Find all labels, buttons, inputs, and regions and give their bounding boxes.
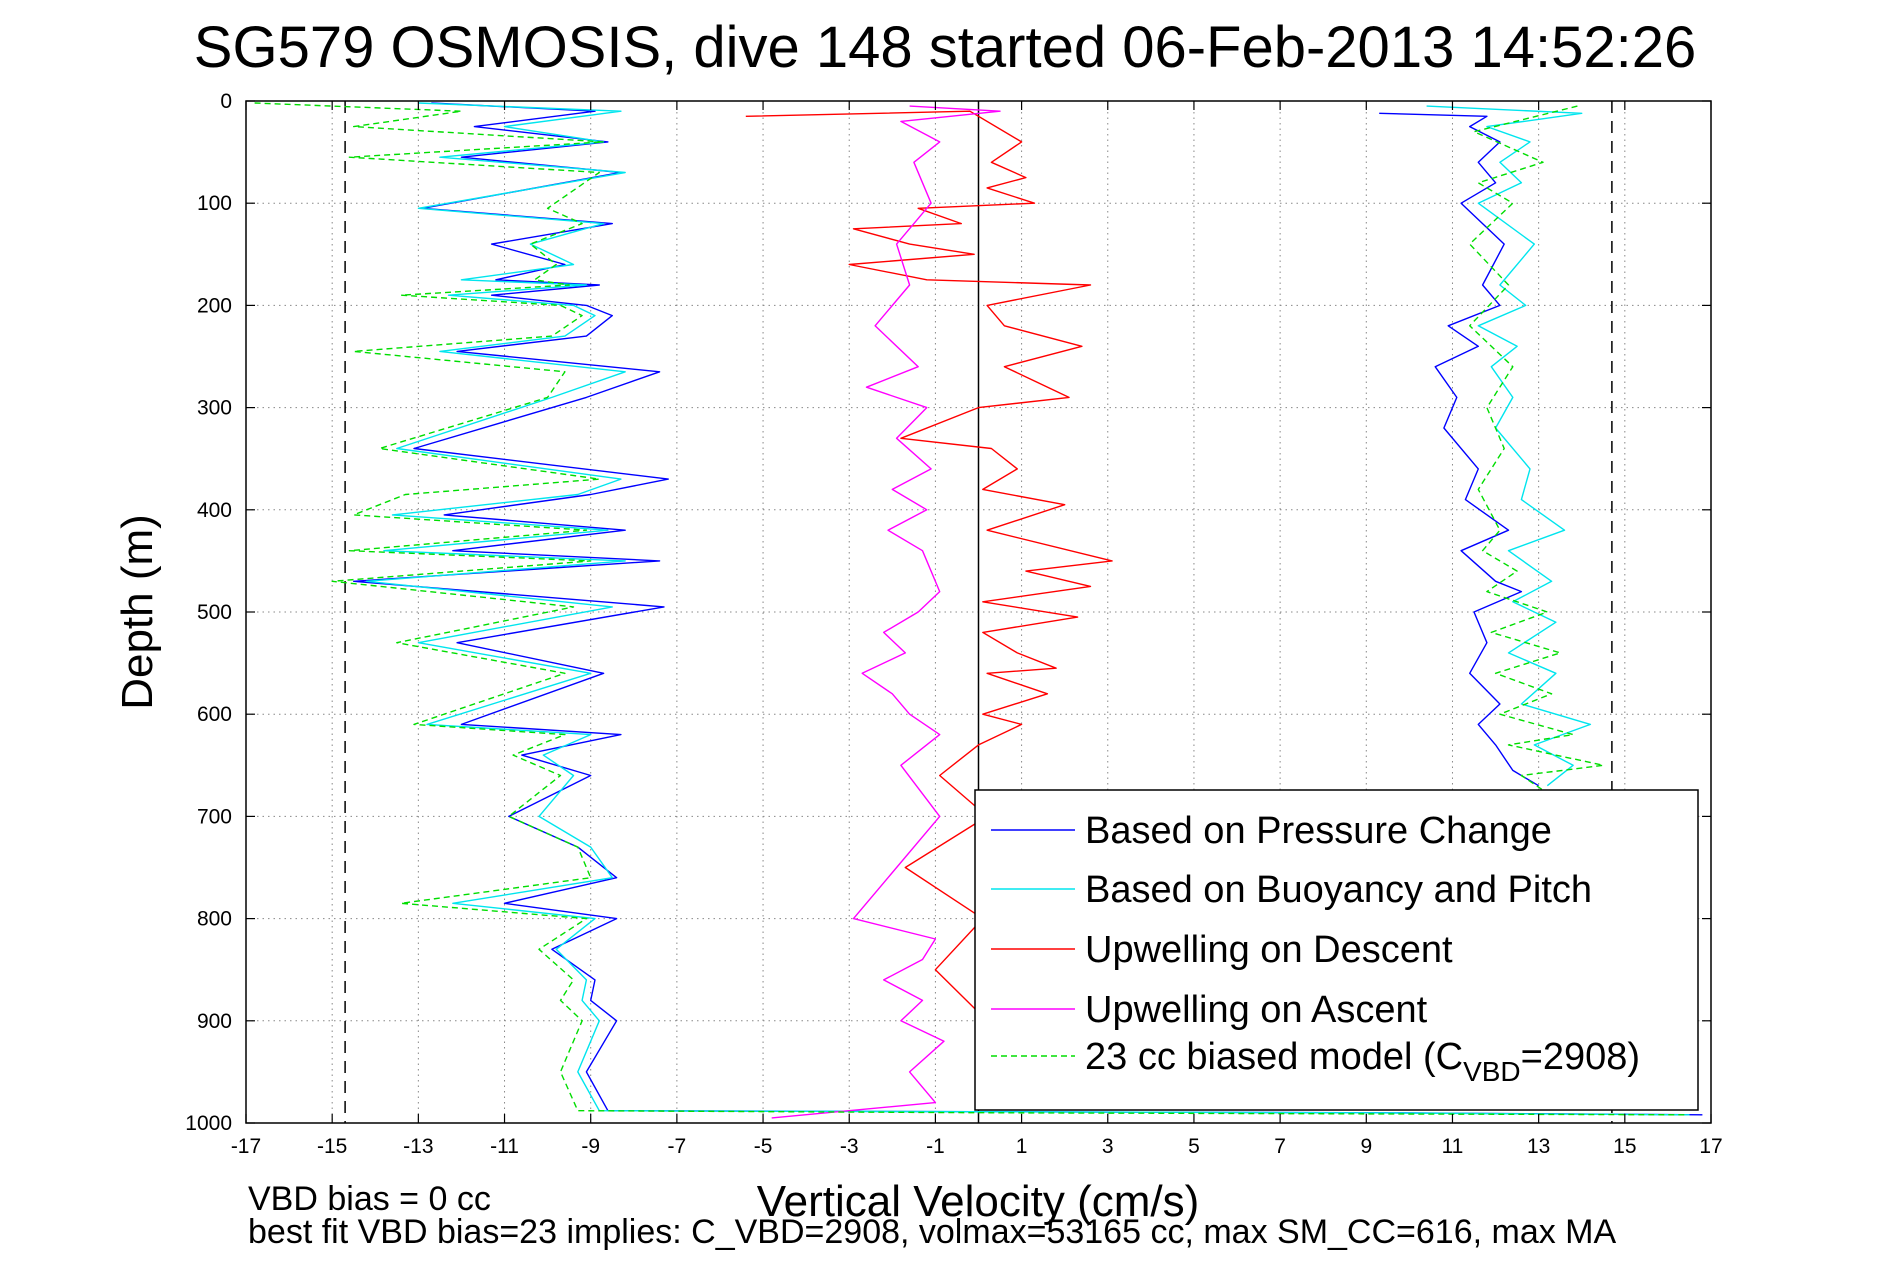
x-tick-label: 1 — [1016, 1135, 1028, 1158]
plot-region — [254, 102, 1703, 1119]
x-tick-label: 7 — [1274, 1135, 1286, 1158]
y-tick-label: 400 — [197, 499, 232, 522]
footer-line-2: best fit VBD bias=23 implies: C_VBD=2908… — [248, 1213, 1617, 1251]
series-line-based-on-pressure-change — [352, 102, 1703, 1116]
series-line-based-on-buoyancy-and-pitch — [1426, 105, 1592, 787]
footer-line-1: VBD bias = 0 cc — [248, 1180, 491, 1218]
x-tick-label: -13 — [403, 1135, 433, 1158]
legend-box — [974, 789, 1699, 1111]
y-tick-label: 100 — [197, 192, 232, 215]
y-axis: 0 100 200 300 400 500 600 700 800 900 1000 — [185, 90, 1711, 1135]
chart-title: SG579 OSMOSIS, dive 148 started 06-Feb-2… — [194, 15, 1696, 80]
x-tick-label: 5 — [1188, 1135, 1200, 1158]
x-tick-label: -1 — [926, 1135, 945, 1158]
x-tick-label: -15 — [317, 1135, 347, 1158]
y-tick-label: 800 — [197, 908, 232, 931]
series-line-23-cc-biased-model-c-vbd-2908 — [1468, 105, 1605, 797]
y-tick-label: 0 — [220, 90, 232, 113]
x-tick-label: 11 — [1442, 1135, 1464, 1158]
x-tick-label: -17 — [231, 1135, 261, 1158]
x-tick-label: 9 — [1360, 1135, 1372, 1158]
x-axis: -17 -15 -13 -11 -9 -7 -5 -3 -1 1 3 5 7 9 11 13 15 17 — [231, 101, 1723, 1158]
x-tick-label: -3 — [840, 1135, 859, 1158]
legend-label: 23 cc biased model (CVBD=2908) — [1085, 1036, 1640, 1087]
x-tick-label: 3 — [1102, 1135, 1114, 1158]
x-tick-label: -9 — [581, 1135, 600, 1158]
series-line-23-cc-biased-model-c-vbd-2908 — [254, 102, 1686, 1116]
x-tick-label: -5 — [754, 1135, 773, 1158]
y-tick-label: 300 — [197, 397, 232, 420]
y-axis-label: Depth (m) — [113, 514, 162, 710]
series-line-upwelling-on-ascent — [771, 105, 1001, 1119]
legend-label: Upwelling on Ascent — [1085, 989, 1428, 1031]
legend: Based on Pressure Change Based on Buoyanc… — [974, 789, 1699, 1111]
legend-label: Based on Pressure Change — [1085, 810, 1552, 852]
x-tick-label: 13 — [1527, 1135, 1550, 1158]
series-layer — [254, 102, 1703, 1119]
x-axis-label: Vertical Velocity (cm/s) — [757, 1177, 1200, 1226]
y-tick-label: 600 — [197, 703, 232, 726]
series-line-based-on-pressure-change — [1379, 112, 1539, 787]
series-line-upwelling-on-descent — [745, 110, 1113, 1022]
x-tick-label: 15 — [1613, 1135, 1636, 1158]
series-line-based-on-buoyancy-and-pitch — [365, 102, 1690, 1116]
y-tick-label: 1000 — [185, 1112, 232, 1135]
y-tick-label: 500 — [197, 601, 232, 624]
legend-label: Upwelling on Descent — [1085, 929, 1453, 971]
x-tick-label: -11 — [490, 1135, 519, 1158]
y-tick-label: 900 — [197, 1010, 232, 1033]
x-tick-label: 17 — [1699, 1135, 1722, 1158]
y-tick-label: 200 — [197, 294, 232, 317]
legend-label: Based on Buoyancy and Pitch — [1085, 869, 1592, 911]
x-tick-label: -7 — [668, 1135, 687, 1158]
y-tick-label: 700 — [197, 805, 232, 828]
